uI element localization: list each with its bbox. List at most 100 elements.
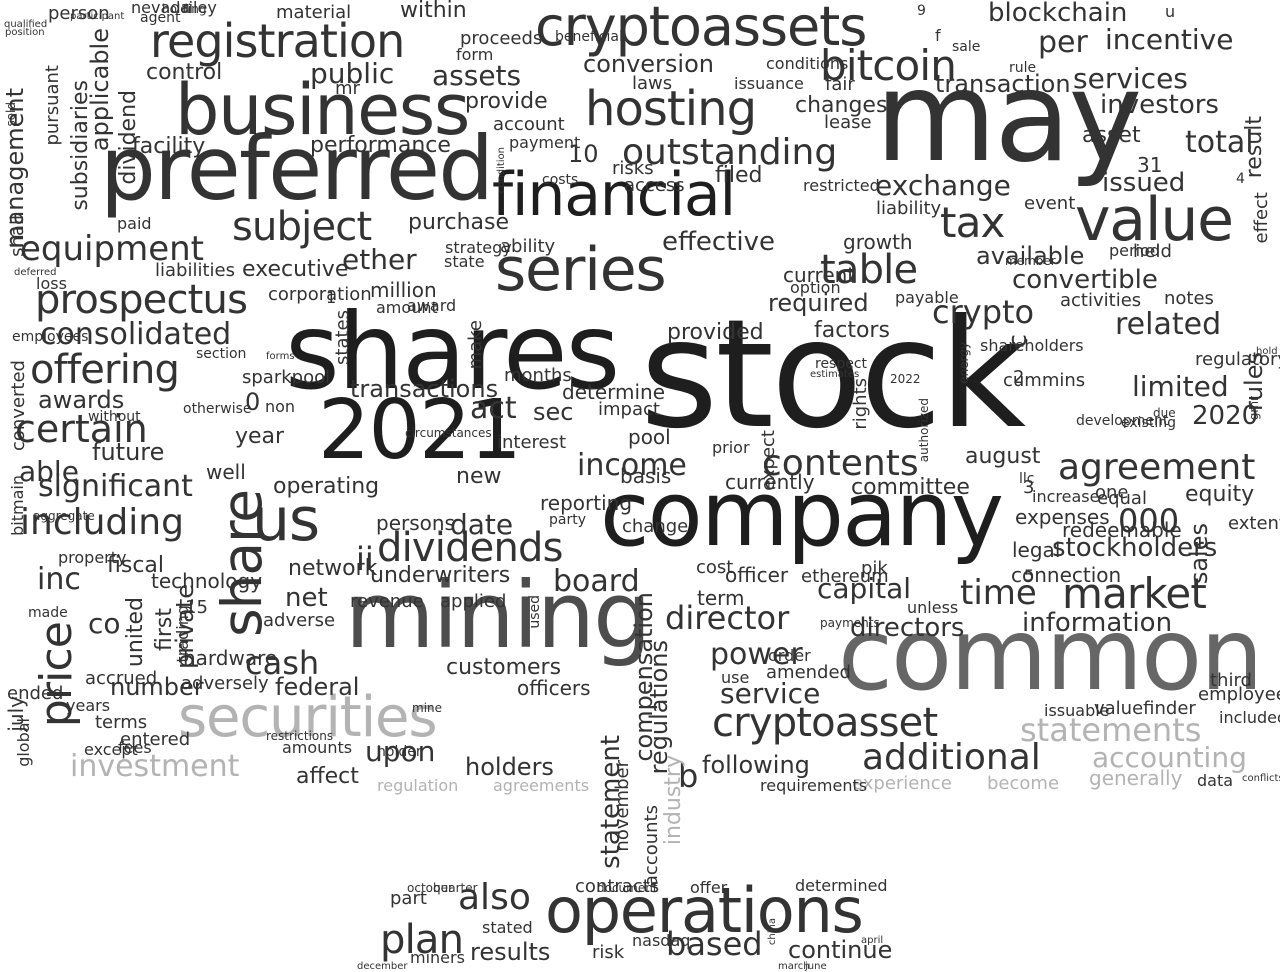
cloud-word: notes [1164,288,1214,309]
cloud-word: conflicts [1242,773,1280,784]
cloud-word: co [88,607,121,640]
cloud-word: subject [232,204,372,250]
cloud-word: gmr [1247,396,1261,421]
cloud-word: person [48,3,110,24]
cloud-word: converted [8,360,29,452]
cloud-word: property [58,548,127,567]
cloud-word: global [14,718,33,767]
cloud-word: time [960,573,1037,613]
cloud-word: april [861,935,884,946]
cloud-word: connection [1011,563,1122,587]
cloud-word: without [88,409,141,425]
cloud-word: operating [273,474,380,499]
cloud-word: issued [1102,168,1186,198]
cloud-word: march [778,961,810,972]
cloud-word: assets [432,59,522,92]
cloud-word: change [622,516,689,537]
cloud-word: june [805,961,827,972]
cloud-word: operations [545,874,864,947]
cloud-word: october [407,881,453,895]
cloud-word: award [407,296,457,315]
cloud-word: states [332,310,353,365]
cloud-word: proceeds [460,28,543,49]
cloud-word: mine [412,701,443,715]
cloud-word: amended [766,662,851,683]
cloud-word: information [1022,608,1173,638]
cloud-word: consolidated [40,317,232,352]
cloud-word: account [493,114,565,135]
cloud-word: convertible [1012,265,1158,295]
cloud-word: act [470,391,517,426]
cloud-word: executive [242,257,349,282]
cloud-word: persons [376,511,455,535]
cloud-word: directors [850,613,965,643]
cloud-word: nasdaq [632,931,691,950]
cloud-word: underwriters [370,563,511,588]
cloud-word: otherwise [183,401,252,417]
cloud-word: payments [820,616,880,630]
cloud-word: expenses [1015,505,1110,529]
cloud-word: years [66,696,111,715]
cloud-word: determined [795,876,888,895]
cloud-word: growth [843,230,913,254]
cloud-word: also [458,877,531,918]
cloud-word: awards [38,386,125,414]
cloud-word: 1 [326,288,337,307]
cloud-word: unless [907,598,959,617]
cloud-word: respect [815,356,868,372]
cloud-word: conditions [766,54,849,73]
cloud-word: requirements [760,776,868,795]
cloud-word: order [768,646,811,665]
cloud-word: 2020 [1192,401,1259,431]
cloud-word: legal [1012,538,1061,562]
cloud-word: date [450,508,514,541]
cloud-word: liability [876,198,942,219]
cloud-word: revenue [350,591,424,612]
cloud-word: blockchain [988,0,1128,28]
cloud-word: one [1095,482,1129,503]
cloud-word: required [768,289,869,317]
cloud-word: development [1076,413,1169,429]
cloud-word: significant [38,469,193,504]
cloud-word: material [276,2,352,23]
cloud-word: except [84,740,138,759]
cloud-word: cryptoassets [535,0,867,58]
cloud-word: results [470,938,551,966]
cloud-word: net [285,583,328,613]
cloud-word: mr [335,78,360,99]
cloud-word: sold [4,102,18,127]
cloud-word: provided [667,320,764,345]
cloud-word: experience [852,773,952,794]
cloud-word: series [495,235,667,305]
cloud-word: nevada [131,0,191,17]
cloud-word: used [527,595,543,629]
cloud-word: 4 [1236,171,1245,187]
cloud-word: third [1210,670,1252,691]
cloud-word: crypto [932,293,1035,331]
cloud-word: hold [1256,346,1278,357]
cloud-word: restrictions [266,729,334,743]
cloud-word: november [612,760,633,852]
cloud-word: 15 [185,597,208,618]
cloud-word: financial [492,160,736,230]
cloud-word: risks [612,158,654,179]
cloud-word: rule [1009,60,1037,76]
cloud-word: estimates [810,369,860,380]
cloud-word: increase [1032,487,1100,506]
cloud-word: forms [266,351,295,362]
cloud-word: use [721,668,750,687]
cloud-word: current [783,263,856,287]
cloud-word: company [600,462,1004,567]
cloud-word: adversely [181,673,269,694]
cloud-word: adverse [263,610,336,631]
cloud-word: accounts [641,805,662,887]
cloud-word: us [252,485,320,555]
cloud-word: holder [377,744,422,760]
cloud-word: transaction [935,70,1071,98]
cloud-word: pool [628,425,671,449]
cloud-word: hosting [585,81,757,137]
cloud-word: make [465,320,486,370]
cloud-word: riley [182,0,217,17]
